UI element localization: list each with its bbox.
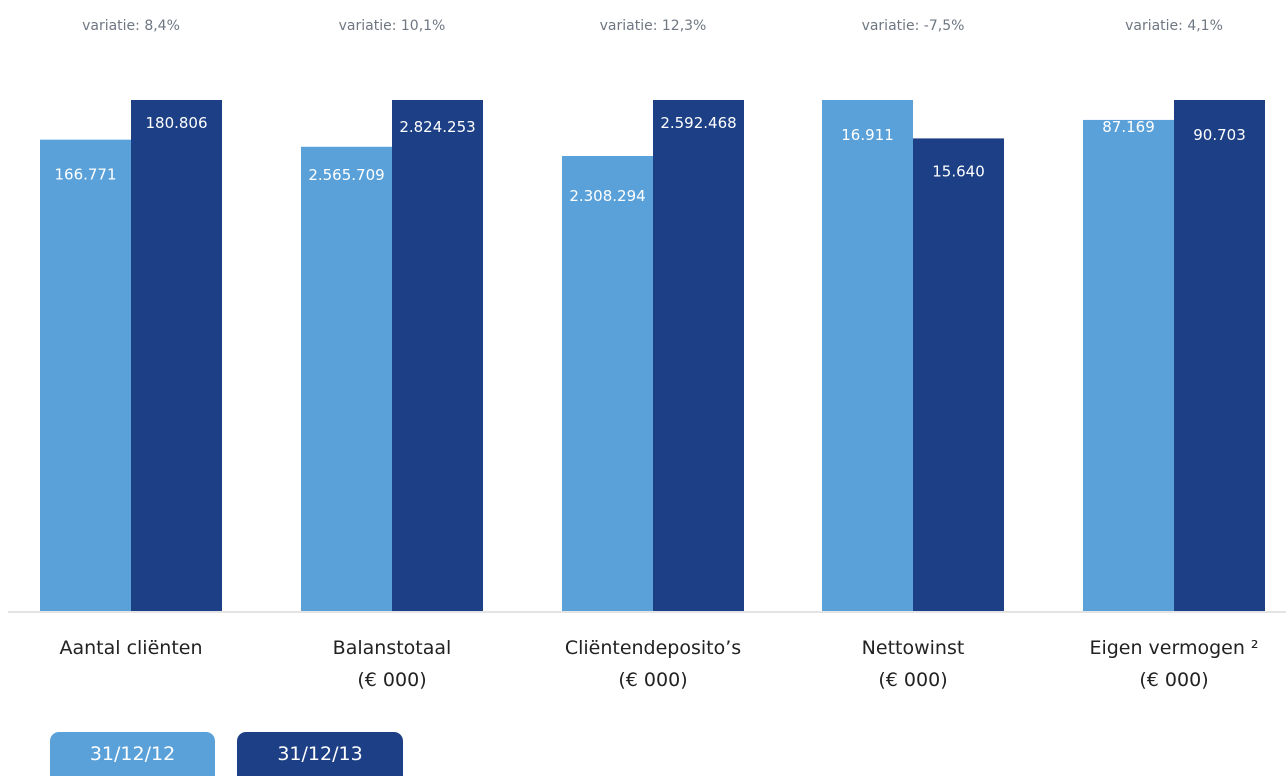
variation-label: variatie: 10,1%	[339, 18, 446, 34]
data-label: 15.640	[932, 162, 985, 180]
bar-2012	[822, 100, 913, 611]
data-label: 180.806	[145, 114, 207, 132]
bar-2013	[131, 100, 222, 611]
data-label: 16.911	[841, 126, 894, 144]
legend-item-2012: 31/12/12	[50, 732, 215, 776]
data-label: 2.592.468	[660, 114, 736, 132]
category-label: Nettowinst	[862, 637, 965, 659]
bar-2013	[913, 138, 1004, 612]
legend-item-2013: 31/12/13	[237, 732, 403, 776]
variation-label: variatie: 4,1%	[1125, 18, 1223, 34]
data-label: 2.565.709	[308, 166, 384, 184]
data-label: 2.824.253	[399, 118, 475, 136]
variation-label: variatie: 12,3%	[600, 18, 707, 34]
bar-2013	[392, 100, 483, 611]
data-label: 2.308.294	[569, 187, 645, 205]
category-label: (€ 000)	[357, 669, 426, 691]
category-label: Eigen vermogen ²	[1089, 637, 1258, 659]
bar-2013	[1174, 100, 1265, 611]
category-label: Cliëntendeposito’s	[565, 637, 741, 659]
data-label: 166.771	[54, 166, 116, 184]
bar-2013	[653, 100, 744, 611]
category-label: (€ 000)	[878, 669, 947, 691]
category-label: (€ 000)	[1139, 669, 1208, 691]
variation-label: variatie: 8,4%	[82, 18, 180, 34]
category-label: Balanstotaal	[333, 637, 452, 659]
bar-2012	[562, 156, 653, 612]
category-label: (€ 000)	[618, 669, 687, 691]
bar-2012	[301, 146, 392, 611]
data-label: 90.703	[1193, 126, 1246, 144]
category-label: Aantal cliënten	[59, 637, 202, 659]
data-label: 87.169	[1102, 118, 1155, 136]
bar-2012	[1083, 119, 1174, 611]
variation-label: variatie: -7,5%	[862, 18, 965, 34]
bar-2012	[40, 139, 131, 611]
